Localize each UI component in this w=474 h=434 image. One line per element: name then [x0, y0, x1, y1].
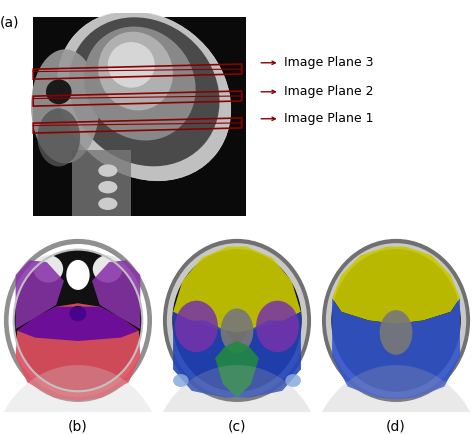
Text: Image Plane 3: Image Plane 3 [284, 56, 374, 69]
Ellipse shape [34, 255, 63, 283]
Wedge shape [316, 365, 474, 434]
Ellipse shape [69, 17, 219, 166]
Polygon shape [173, 247, 301, 332]
Ellipse shape [173, 374, 189, 387]
Text: Image Plane 2: Image Plane 2 [284, 85, 374, 99]
FancyBboxPatch shape [72, 150, 131, 216]
Polygon shape [237, 312, 301, 398]
Ellipse shape [37, 108, 80, 167]
Ellipse shape [46, 79, 72, 104]
Polygon shape [16, 260, 64, 329]
Ellipse shape [57, 11, 231, 181]
Ellipse shape [108, 42, 155, 88]
Text: (c): (c) [228, 420, 246, 434]
Ellipse shape [98, 181, 118, 194]
Polygon shape [173, 312, 237, 398]
Wedge shape [156, 365, 318, 434]
Ellipse shape [66, 260, 90, 290]
Polygon shape [92, 260, 140, 329]
Ellipse shape [4, 239, 152, 402]
Polygon shape [16, 303, 140, 401]
Ellipse shape [380, 310, 412, 355]
Text: Image Plane 1: Image Plane 1 [284, 112, 374, 125]
Ellipse shape [322, 239, 470, 402]
Ellipse shape [331, 249, 461, 392]
Ellipse shape [98, 164, 118, 177]
Ellipse shape [285, 374, 301, 387]
Ellipse shape [172, 249, 302, 392]
Polygon shape [17, 307, 139, 341]
Ellipse shape [256, 301, 299, 352]
Ellipse shape [163, 239, 311, 402]
Wedge shape [0, 365, 158, 434]
Ellipse shape [31, 49, 100, 163]
Ellipse shape [98, 197, 118, 210]
Polygon shape [332, 247, 460, 324]
Ellipse shape [326, 243, 466, 398]
Text: (b): (b) [68, 420, 88, 434]
Ellipse shape [9, 244, 147, 397]
Ellipse shape [167, 243, 307, 398]
Ellipse shape [69, 306, 87, 321]
FancyBboxPatch shape [33, 17, 246, 216]
Ellipse shape [84, 26, 196, 141]
Ellipse shape [14, 250, 142, 391]
Ellipse shape [98, 32, 173, 111]
Ellipse shape [220, 309, 254, 353]
Text: (a): (a) [0, 15, 19, 29]
Polygon shape [215, 341, 259, 398]
Ellipse shape [175, 301, 218, 352]
Text: (d): (d) [386, 420, 406, 434]
Polygon shape [332, 298, 460, 399]
Ellipse shape [93, 255, 122, 283]
